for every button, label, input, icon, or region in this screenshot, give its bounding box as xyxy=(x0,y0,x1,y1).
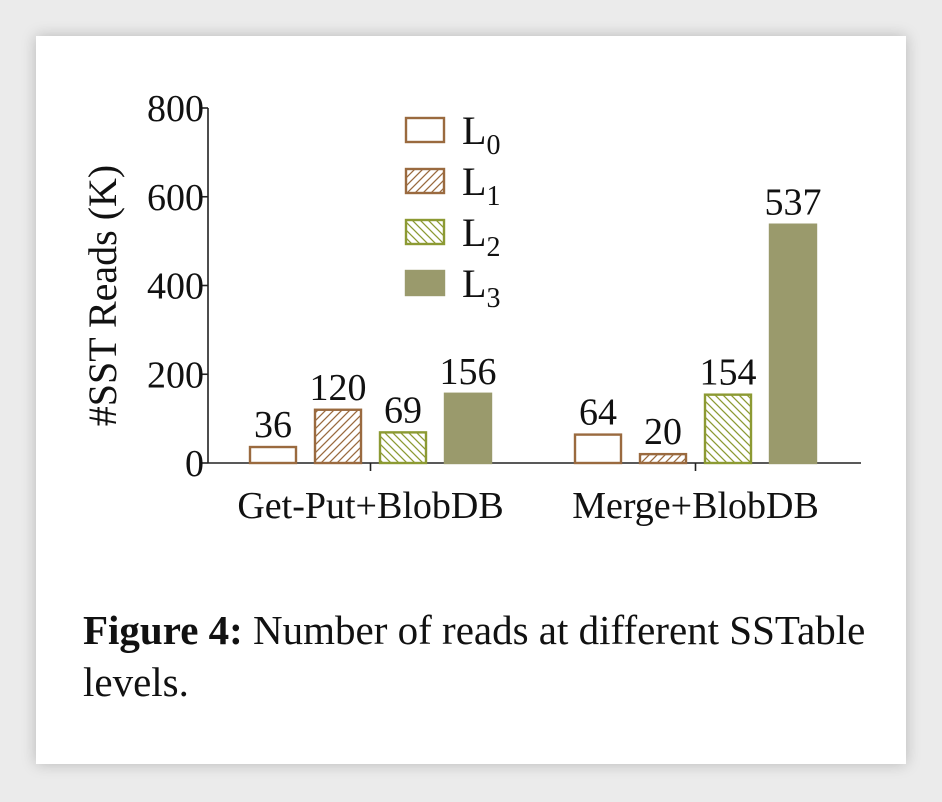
bar-value-label: 36 xyxy=(254,404,292,446)
bar xyxy=(378,431,428,465)
y-tick-label: 600 xyxy=(147,177,204,219)
bar xyxy=(638,452,688,465)
figure-caption: Figure 4: Number of reads at different S… xyxy=(83,604,883,708)
y-tick-label: 800 xyxy=(147,88,204,130)
legend-label-subscript: 3 xyxy=(486,283,500,314)
legend-label: L3 xyxy=(462,261,500,314)
legend-swatch xyxy=(404,116,446,144)
legend-swatch xyxy=(404,269,446,297)
y-tick-label: 0 xyxy=(185,443,204,485)
legend-label: L0 xyxy=(462,108,500,161)
bar-value-label: 537 xyxy=(765,182,822,224)
bar xyxy=(248,445,298,465)
caption-text: Number of reads at different SSTable lev… xyxy=(83,607,866,705)
bar-value-label: 156 xyxy=(440,351,497,393)
legend-label-subscript: 0 xyxy=(486,130,500,161)
x-tick-label: Merge+BlobDB xyxy=(572,485,819,527)
y-axis-label: #SST Reads (K) xyxy=(80,165,125,426)
bar-value-label: 69 xyxy=(384,389,422,431)
bar xyxy=(443,392,493,465)
bar xyxy=(573,433,623,465)
legend-swatch xyxy=(404,218,446,246)
bar-value-label: 64 xyxy=(579,392,617,434)
bar-value-label: 154 xyxy=(700,352,757,394)
bar xyxy=(703,393,753,465)
legend-label: L2 xyxy=(462,210,500,263)
y-tick-label: 200 xyxy=(147,354,204,396)
bar xyxy=(768,223,818,465)
bar-value-label: 20 xyxy=(644,411,682,453)
legend-label-subscript: 2 xyxy=(486,232,500,263)
figure-card: 0 200 400 600 800 #SST Reads (K) 36 120 69 156 Get… xyxy=(36,36,906,764)
legend-label-subscript: 1 xyxy=(486,181,500,212)
x-tick-label: Get-Put+BlobDB xyxy=(237,485,503,527)
legend-label: L1 xyxy=(462,159,500,212)
caption-label: Figure 4: xyxy=(83,607,243,653)
bar xyxy=(313,408,363,465)
bar-value-label: 120 xyxy=(310,367,367,409)
legend-swatch xyxy=(404,167,446,195)
y-tick-label: 400 xyxy=(147,266,204,308)
